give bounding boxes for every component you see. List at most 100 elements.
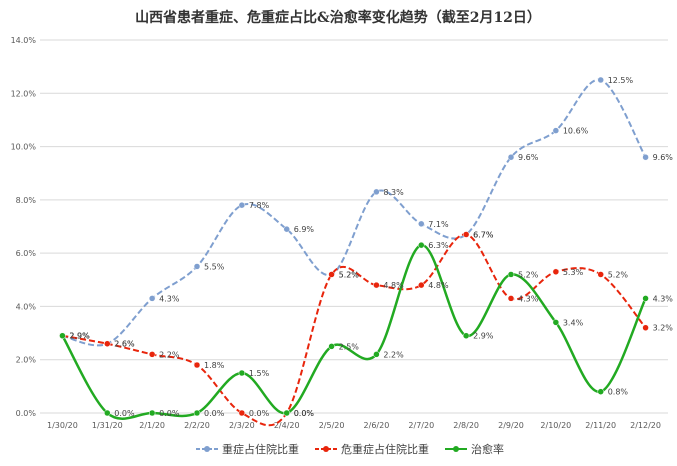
x-axis: 1/30/20 1/31/20 2/1/20 2/2/20 2/3/20 2/4/20 2/… <box>47 421 661 430</box>
data-point-s1 <box>418 220 425 228</box>
y-tick-label: 6.0% <box>16 249 37 258</box>
y-tick-label: 4.0% <box>16 302 37 311</box>
x-tick-label: 2/4/20 <box>274 421 300 430</box>
data-label-s3: 0.0% <box>114 409 135 418</box>
legend-marker-2 <box>323 446 329 452</box>
data-point-s1 <box>507 153 515 161</box>
data-point-s3 <box>193 409 201 417</box>
data-point-s2 <box>552 268 560 276</box>
data-label-s2: 4.3% <box>518 294 539 303</box>
data-label-s3: 0.0% <box>294 409 315 418</box>
data-label-s3: 2.2% <box>383 350 404 359</box>
x-tick-label: 2/9/20 <box>498 421 524 430</box>
data-label-s1: 9.6% <box>653 153 674 162</box>
data-point-s1 <box>597 76 604 84</box>
data-point-s3 <box>642 295 649 302</box>
data-point-s1 <box>373 188 380 196</box>
x-tick-label: 2/3/20 <box>229 421 255 430</box>
data-label-s2: 5.2% <box>608 270 629 279</box>
series-layer <box>59 76 649 427</box>
legend-marker-1 <box>204 446 210 452</box>
data-point-s3 <box>148 409 156 417</box>
data-point-s3 <box>283 409 290 417</box>
data-point-s3 <box>418 241 425 249</box>
data-label-s1: 12.5% <box>608 76 634 85</box>
data-label-s3: 2.9% <box>69 332 90 341</box>
x-tick-label: 2/12/20 <box>630 421 661 430</box>
data-label-s2: 2.9% <box>69 332 90 341</box>
data-point-s2 <box>104 340 111 347</box>
x-tick-label: 1/30/20 <box>47 421 78 430</box>
data-label-s2: 0.0% <box>294 409 315 418</box>
legend-label-1: 重症占住院比重 <box>222 442 299 456</box>
data-point-s3 <box>373 351 380 358</box>
data-label-s3: 2.9% <box>473 332 494 341</box>
data-label-s3: 3.4% <box>563 318 584 327</box>
chart-title: 山西省患者重症、危重症占比&治愈率变化趋势（截至2月12日） <box>135 9 541 26</box>
data-label-s3: 1.5% <box>249 369 270 378</box>
x-tick-label: 2/7/20 <box>408 421 434 430</box>
data-label-s2: 2.2% <box>159 350 180 359</box>
data-label-s1: 4.3% <box>159 294 180 303</box>
data-label-s3: 4.3% <box>653 294 674 303</box>
data-label-s3: 5.2% <box>518 270 539 279</box>
legend: 重症占住院比重 危重症占住院比重 治愈率 <box>196 442 504 456</box>
x-tick-label: 2/5/20 <box>319 421 345 430</box>
x-tick-label: 2/1/20 <box>139 421 165 430</box>
data-label-s1: 2.6% <box>114 340 135 349</box>
data-point-s3 <box>238 369 246 377</box>
data-label-s2: 1.8% <box>204 361 225 370</box>
data-label-s3: 6.3% <box>428 241 449 250</box>
legend-label-2: 危重症占住院比重 <box>341 442 429 456</box>
data-point-s2 <box>642 324 649 331</box>
data-label-s3: 0.0% <box>204 409 225 418</box>
data-point-s3 <box>328 343 335 350</box>
data-point-s1 <box>238 201 246 209</box>
data-point-s1 <box>283 225 290 233</box>
y-tick-label: 8.0% <box>16 196 37 205</box>
data-label-s1: 10.6% <box>563 127 589 136</box>
data-label-s2: 4.8% <box>428 281 449 290</box>
data-label-s3: 0.0% <box>159 409 180 418</box>
data-point-s1 <box>148 295 156 302</box>
x-tick-label: 2/11/20 <box>585 421 616 430</box>
data-label-s3: 2.5% <box>339 342 360 351</box>
data-point-s2 <box>597 271 604 278</box>
data-point-s2 <box>462 231 470 238</box>
data-label-s2: 4.8% <box>383 281 404 290</box>
x-tick-label: 2/2/20 <box>184 421 210 430</box>
data-point-s1 <box>193 263 201 270</box>
data-point-s2 <box>418 281 425 289</box>
data-label-s2: 0.0% <box>249 409 270 418</box>
x-tick-label: 2/6/20 <box>364 421 390 430</box>
data-point-s2 <box>507 295 515 302</box>
y-tick-label: 2.0% <box>16 356 37 365</box>
data-label-s1: 9.6% <box>518 153 539 162</box>
y-tick-label: 12.0% <box>11 89 37 98</box>
y-tick-label: 14.0% <box>11 36 37 45</box>
y-tick-label: 0.0% <box>16 409 37 418</box>
data-label-s1: 5.5% <box>204 262 225 271</box>
data-point-s2 <box>238 409 246 417</box>
data-labels: 2.9% 2.6% 4.3% 5.5% 7.8% 6.9% 5.2% 8.3% 7.1% 6.7%… <box>69 76 673 418</box>
legend-label-3: 治愈率 <box>471 442 504 456</box>
data-label-s2: 2.6% <box>114 340 135 349</box>
data-label-s3: 0.8% <box>608 388 629 397</box>
data-point-s3 <box>104 409 111 417</box>
x-tick-label: 2/8/20 <box>453 421 479 430</box>
y-tick-label: 10.0% <box>11 143 37 152</box>
data-label-s1: 7.1% <box>428 220 449 229</box>
data-label-s1: 2.9% <box>69 332 90 341</box>
series-line-1 <box>62 78 647 347</box>
series-line-2 <box>62 233 647 427</box>
data-point-s1 <box>552 127 560 134</box>
data-point-s3 <box>462 332 470 339</box>
data-point-s2 <box>193 361 201 369</box>
data-point-s3 <box>59 332 66 339</box>
data-label-s2: 6.7% <box>473 230 494 239</box>
data-label-s2: 3.2% <box>653 324 674 333</box>
data-point-s2 <box>328 271 335 278</box>
data-point-s2 <box>148 351 156 358</box>
data-label-s1: 6.9% <box>294 225 315 234</box>
